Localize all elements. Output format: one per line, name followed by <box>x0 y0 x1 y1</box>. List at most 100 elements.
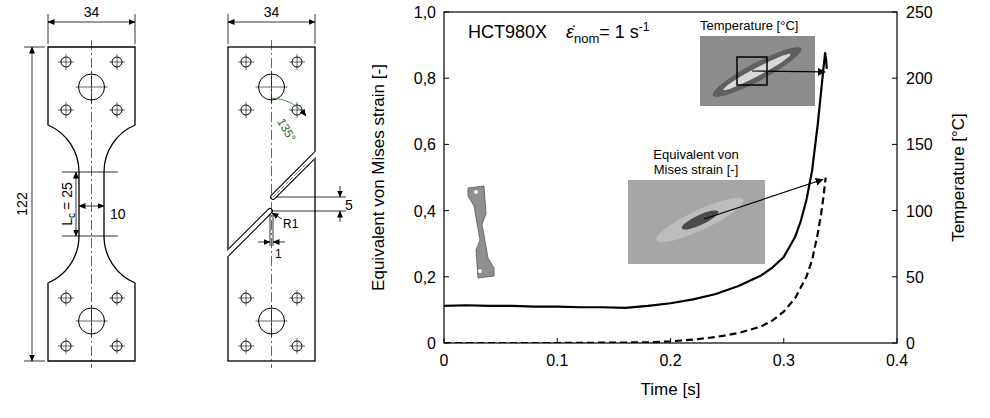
x-tick-label: 0 <box>440 352 449 369</box>
y2-tick <box>892 210 897 211</box>
specimen-icon <box>468 186 494 278</box>
dimension-line <box>48 22 135 23</box>
y-tick <box>444 144 449 145</box>
dimension-line <box>32 47 33 361</box>
drawing-line <box>135 14 136 44</box>
label: R1 <box>283 217 299 231</box>
drawing-line <box>24 361 45 362</box>
x-tick-label: 0.1 <box>546 352 568 369</box>
temperature-hotspot <box>722 51 793 94</box>
radius-leader <box>272 213 282 219</box>
chart-title: HCT980X <box>468 22 547 42</box>
center-line <box>271 40 272 368</box>
specimen-tensile: 34122Lc= 2510 <box>14 4 135 368</box>
y-tick-label: 0,2 <box>414 269 436 286</box>
strain-image <box>628 180 765 264</box>
label-part: nom <box>574 31 599 46</box>
y2-tick-label: 0 <box>906 335 915 352</box>
x-tick-label: 0.4 <box>886 352 908 369</box>
y-axis-title: Equivalent von Mises strain [-] <box>369 64 388 291</box>
strain-inset <box>628 180 765 264</box>
angle-arc <box>272 98 307 116</box>
x-tick <box>897 338 898 343</box>
label-part: Equivalent von <box>653 147 738 162</box>
chart: 00.10.20.30.400,20,40,60,81,005010015020… <box>369 4 968 399</box>
rate-label: ε̇nom= 1 s-1 <box>566 20 650 46</box>
hole-axis <box>297 338 298 354</box>
y2-tick <box>892 78 897 79</box>
label: 10 <box>110 206 126 222</box>
hole-axis <box>66 54 67 70</box>
y-tick-label: 0 <box>427 335 436 352</box>
hole-axis <box>297 102 298 118</box>
hole-axis <box>246 54 247 70</box>
label: 122 <box>14 192 30 216</box>
specimen-icon-hole <box>478 269 483 274</box>
label: 34 <box>264 4 280 20</box>
y2-tick-label: 250 <box>906 4 933 21</box>
y2-tick-label: 200 <box>906 70 933 87</box>
label: 5 <box>345 197 353 213</box>
y-tick-label: 0,8 <box>414 70 436 87</box>
label-part: c <box>66 213 77 218</box>
hole-axis <box>246 338 247 354</box>
dimension-line <box>340 211 341 222</box>
hole-axis <box>66 290 67 306</box>
dimension-line <box>258 242 270 243</box>
y-tick-label: 0,4 <box>414 203 436 220</box>
y-tick <box>444 12 449 13</box>
hole-axis <box>297 54 298 70</box>
dimension-line <box>273 242 285 243</box>
drawing-line <box>62 236 118 237</box>
slot <box>273 151 317 197</box>
drawing-line <box>315 14 316 44</box>
drawing-line <box>273 214 274 246</box>
figure: 34122Lc= 251034135°5R1100.10.20.30.400,2… <box>0 0 990 418</box>
y-tick <box>444 78 449 79</box>
hole-axis <box>246 290 247 306</box>
y-tick <box>444 276 449 277</box>
strain-hotspot <box>680 207 720 233</box>
hole-axis <box>297 290 298 306</box>
drawing-line <box>24 47 45 48</box>
drawing-line <box>48 14 49 44</box>
hole-axis <box>117 54 118 70</box>
inset-arrow <box>704 180 823 220</box>
y2-tick <box>892 343 897 344</box>
specimen-shear: 34 135° 5 R1 1 <box>224 4 353 368</box>
plot-frame <box>444 12 897 343</box>
y2-tick <box>892 144 897 145</box>
data-group <box>444 53 827 343</box>
dimension-line <box>79 206 104 207</box>
y-tick-label: 1,0 <box>414 4 436 21</box>
y-tick <box>444 210 449 211</box>
inset-label: Temperature [°C] <box>700 18 798 33</box>
hole-axis <box>66 338 67 354</box>
dimension-line <box>228 22 315 23</box>
series-line <box>444 53 827 308</box>
y2-tick-label: 50 <box>906 269 924 286</box>
label-part: -1 <box>639 20 650 34</box>
y2-axis-title: Temperature [°C] <box>949 113 968 242</box>
label: 135° <box>274 116 299 145</box>
series-line <box>444 178 826 344</box>
inset-arrow <box>752 70 825 72</box>
label: 1 <box>275 247 282 261</box>
slot-edge <box>273 151 314 197</box>
center-line <box>91 40 92 368</box>
y2-tick <box>892 12 897 13</box>
gauge-label: Lc= 25 <box>59 182 77 226</box>
x-tick-label: 0.2 <box>659 352 681 369</box>
y-tick-label: 0,6 <box>414 136 436 153</box>
inset-label: Equivalent vonMises strain [-] <box>653 147 738 177</box>
hole-axis <box>117 338 118 354</box>
dimension-line <box>76 172 77 236</box>
dimension-line <box>340 186 341 197</box>
specimen-icon-hole <box>474 190 479 195</box>
drawing-line <box>273 211 346 212</box>
x-axis-title: Time [s] <box>641 380 701 399</box>
hole-axis <box>246 102 247 118</box>
label-part: = 25 <box>59 182 75 210</box>
drawing-line <box>228 14 229 44</box>
hole-axis <box>66 102 67 118</box>
